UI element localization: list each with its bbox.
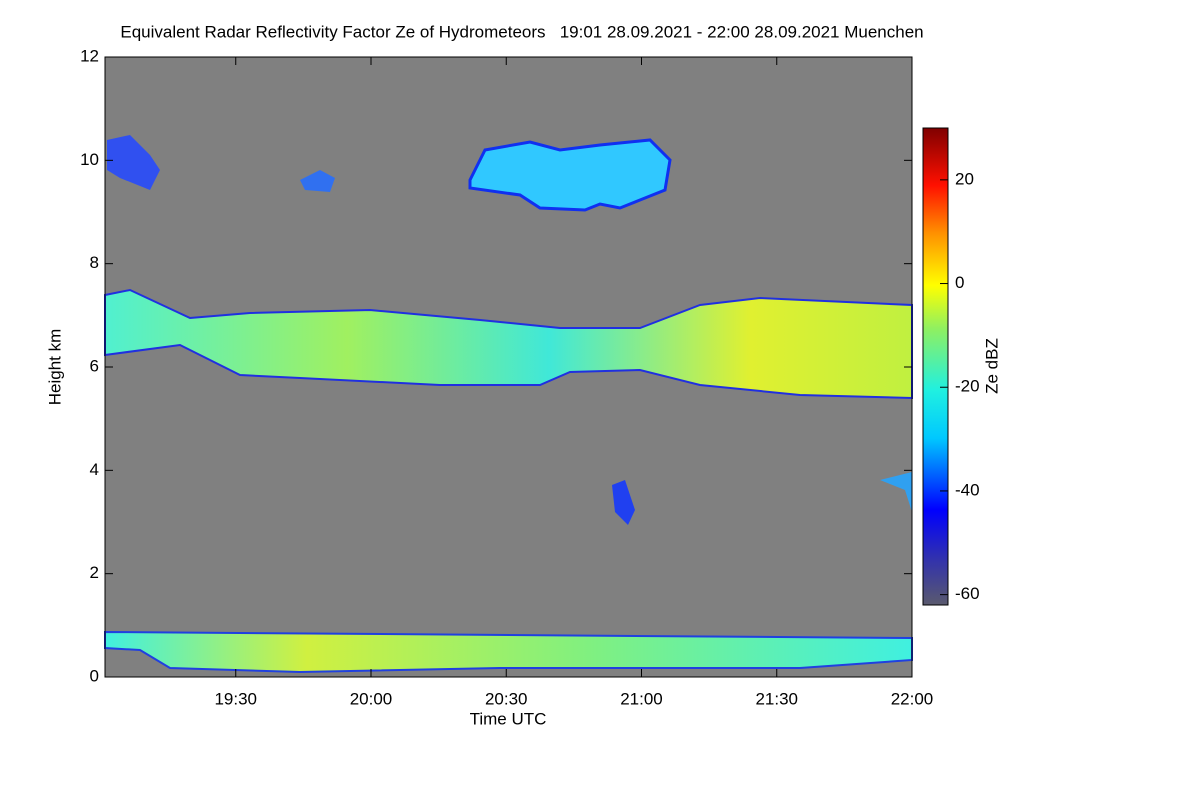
colorbar-tick-label: -60 <box>955 584 980 603</box>
colorbar-tick-label: -20 <box>955 377 980 396</box>
colorbar-tick-label: 20 <box>955 169 974 188</box>
chart-title: Equivalent Radar Reflectivity Factor Ze … <box>120 22 923 41</box>
echo <box>612 480 635 525</box>
echo <box>880 472 912 512</box>
x-axis-label: Time UTC <box>470 709 547 728</box>
colorbar-tick-label: -40 <box>955 480 980 499</box>
cirrus <box>468 138 672 212</box>
y-tick-label: 2 <box>90 563 99 582</box>
x-tick-label: 19:30 <box>214 689 257 708</box>
y-tick-label: 4 <box>90 460 99 479</box>
y-tick-label: 12 <box>80 46 99 65</box>
colorbar-tick-label: 0 <box>955 273 964 292</box>
x-tick-label: 20:00 <box>350 689 393 708</box>
cirrus <box>300 170 335 192</box>
x-tick-label: 20:30 <box>485 689 528 708</box>
colorbar <box>922 127 949 606</box>
x-tick-label: 21:30 <box>755 689 798 708</box>
y-tick-label: 10 <box>80 150 99 169</box>
cirrus <box>107 135 160 190</box>
y-tick-label: 0 <box>90 666 99 685</box>
x-tick-label: 21:00 <box>620 689 663 708</box>
x-tick-label: 22:00 <box>891 689 934 708</box>
colorbar-label: Ze dBZ <box>982 338 1001 394</box>
y-tick-label: 8 <box>90 253 99 272</box>
boundary-layer <box>104 630 913 674</box>
y-axis-label: Height km <box>45 329 64 406</box>
y-tick-label: 6 <box>90 356 99 375</box>
